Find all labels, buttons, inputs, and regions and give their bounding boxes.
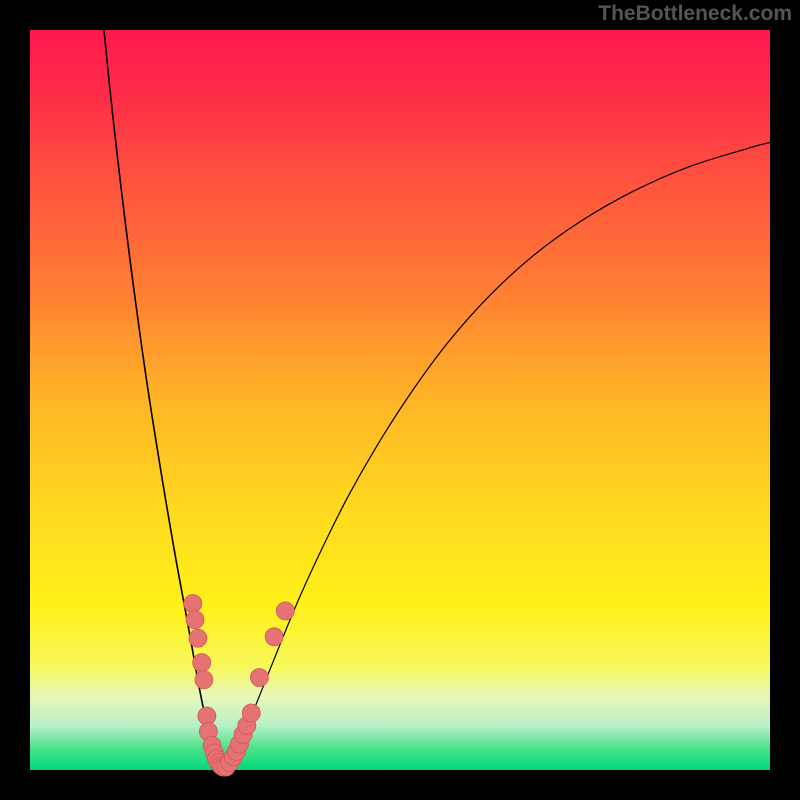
chart-background	[30, 30, 770, 770]
data-marker	[186, 611, 204, 629]
chart-canvas	[0, 0, 800, 800]
data-marker	[184, 595, 202, 613]
data-marker	[250, 669, 268, 687]
chart-container: { "canvas": { "width": 800, "height": 80…	[0, 0, 800, 800]
data-marker	[265, 628, 283, 646]
watermark-text: TheBottleneck.com	[598, 2, 792, 26]
data-marker	[193, 654, 211, 672]
data-marker	[276, 602, 294, 620]
data-marker	[195, 671, 213, 689]
data-marker	[189, 629, 207, 647]
data-marker	[242, 704, 260, 722]
